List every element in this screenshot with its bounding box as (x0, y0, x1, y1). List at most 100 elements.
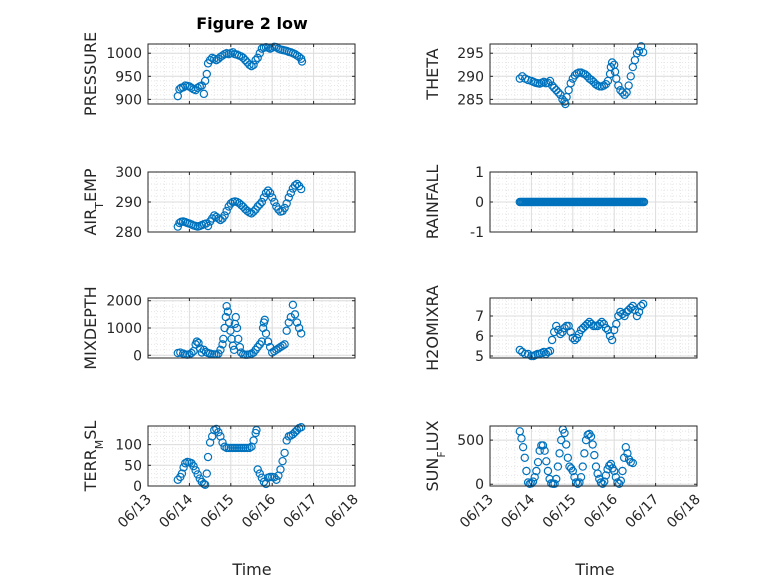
data-point (292, 318, 302, 327)
subplot-mixdepth: 0 1000 2000 MIXDEPTH (81, 286, 356, 370)
y-axis-label: TERRMSL (81, 421, 106, 493)
data-point (286, 312, 296, 322)
data-point (268, 193, 277, 202)
data-point (561, 440, 571, 449)
data-point (603, 325, 613, 335)
data-point (280, 203, 289, 213)
data-point (296, 329, 306, 338)
data-point (257, 473, 267, 482)
data-point (610, 466, 619, 476)
data-point (618, 309, 627, 319)
data-point (193, 470, 202, 479)
data-point (249, 207, 258, 216)
axes-frame (147, 425, 356, 487)
data-point (251, 55, 260, 65)
data-point (639, 197, 649, 207)
data-point (234, 334, 243, 344)
data-point (216, 345, 225, 355)
data-point (261, 188, 271, 198)
plot-area (148, 44, 355, 104)
data-point (547, 81, 557, 90)
data-point (588, 440, 597, 449)
data-point (618, 466, 627, 476)
axes-frame (489, 297, 698, 359)
x-tick-label: 06/18 (322, 492, 362, 532)
data-point (210, 425, 219, 435)
data-point (272, 345, 281, 355)
data-point (630, 305, 640, 315)
data-point (543, 78, 553, 87)
data-point (610, 325, 619, 335)
data-point (601, 323, 611, 333)
y-tick-label: 2000 (106, 294, 142, 310)
data-point (218, 438, 227, 447)
data-point (278, 341, 287, 350)
data-point (252, 425, 261, 435)
data-point (178, 83, 188, 92)
plot-area (490, 298, 697, 358)
data-point (274, 344, 283, 353)
data-point (568, 466, 578, 476)
data-point (620, 90, 629, 99)
data-point (216, 215, 225, 225)
data-point (638, 299, 648, 309)
plot-area (148, 426, 355, 486)
y-tick-label: 300 (115, 165, 142, 181)
data-point (290, 310, 300, 319)
data-point (224, 318, 234, 327)
data-point (297, 57, 307, 66)
y-tick-label: 50 (124, 458, 142, 474)
data-point (634, 307, 644, 317)
data-point (580, 449, 589, 458)
data-point (199, 89, 209, 99)
y-tick-label: 1000 (106, 46, 142, 62)
subplot-terr-msl: 0 50 100 06/13 06/14 06/15 06/16 06/17 06/18 TERR… (81, 421, 362, 532)
data-point (261, 329, 271, 338)
data-point (628, 301, 638, 311)
y-tick-label: 280 (115, 225, 142, 241)
data-point (556, 329, 565, 339)
y-axis-label: SUNFLUX (423, 420, 448, 491)
data-point (586, 432, 596, 441)
data-point (578, 462, 587, 471)
data-point (202, 469, 211, 478)
data-point (634, 46, 644, 56)
y-axis-label: RAINFALL (423, 165, 442, 240)
data-point (232, 323, 242, 333)
data-point (515, 74, 525, 83)
data-point (235, 342, 245, 352)
data-point (259, 193, 269, 202)
data-point (563, 453, 573, 462)
data-point (245, 443, 254, 453)
x-tick-label: 06/16 (581, 491, 621, 531)
y-tick-label: 290 (457, 69, 484, 85)
y-tick-label: 0 (475, 195, 484, 211)
x-tick-label: 06/13 (457, 492, 497, 532)
data-point (200, 480, 210, 489)
y-tick-label: 0 (133, 479, 142, 495)
data-point (599, 81, 609, 90)
data-point (202, 69, 211, 79)
x-label-right: Time (574, 560, 614, 579)
x-tick-label: 06/13 (115, 492, 155, 532)
data-point (199, 479, 209, 489)
x-tick-label: 06/17 (281, 492, 321, 532)
data-point (607, 58, 617, 67)
data-point (552, 474, 561, 484)
data-point (539, 77, 549, 87)
data-point (294, 323, 304, 333)
data-point (539, 347, 549, 357)
y-axis-label: PRESSURE (81, 32, 100, 116)
data-point (550, 479, 559, 488)
data-point (270, 473, 279, 482)
figure-title: Figure 2 low (196, 14, 308, 33)
data-point (177, 469, 187, 478)
data-point (243, 206, 252, 216)
data-point (557, 435, 566, 445)
data-point (187, 83, 196, 93)
data-point (547, 335, 557, 345)
data-point (623, 449, 632, 458)
axes-frame (147, 43, 356, 105)
data-point (245, 60, 254, 69)
